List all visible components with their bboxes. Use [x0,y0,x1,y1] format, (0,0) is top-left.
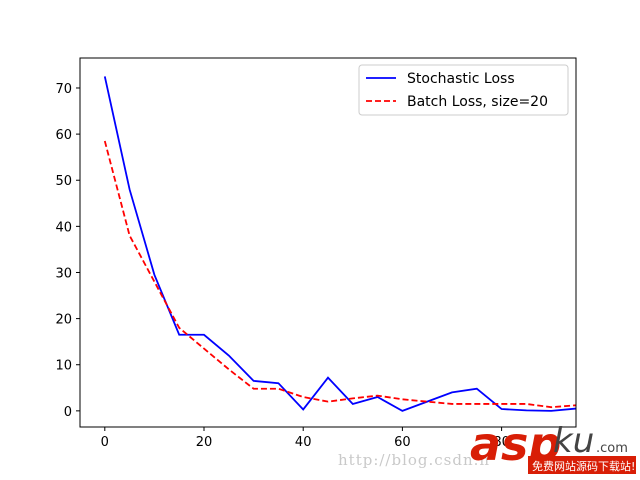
legend-label-stochastic: Stochastic Loss [407,71,515,87]
watermark-sub-text: 免费网站源码下载站! [532,459,635,473]
watermark-url: http://blog.csdn.n [338,451,490,469]
series-line-0 [103,76,577,412]
watermark-brand-ku: ku [553,421,594,461]
x-tick-label: 20 [196,435,213,450]
legend-box [358,64,569,116]
x-tick-label: 60 [394,435,411,450]
legend-label-batch: Batch Loss, size=20 [407,94,548,110]
series-lines [103,76,577,412]
axes-frame [79,57,577,428]
x-axis: 0 20 40 60 80 [101,427,510,450]
x-tick-label: 40 [295,435,312,450]
y-tick-label: 0 [64,405,72,420]
series-line-1 [103,140,577,409]
y-tick-label: 60 [55,128,72,143]
x-tick-label: 0 [101,435,109,450]
y-tick-label: 20 [55,313,72,328]
y-tick-label: 40 [55,220,72,235]
y-tick-label: 50 [55,174,72,189]
watermark-brand-com: .com [596,441,628,456]
legend: Stochastic Loss Batch Loss, size=20 [358,64,569,116]
watermark: http://blog.csdn.n asp ku .com 免费网站源码下载站… [338,417,636,474]
watermark-sub-band [528,456,636,474]
x-tick-label: 80 [493,435,510,450]
y-tick-label: 70 [55,82,72,97]
y-tick-label: 30 [55,266,72,281]
watermark-brand-asp: asp [470,417,561,471]
y-tick-label: 10 [55,359,72,374]
y-axis: 0 10 20 30 40 50 60 70 [55,82,80,420]
